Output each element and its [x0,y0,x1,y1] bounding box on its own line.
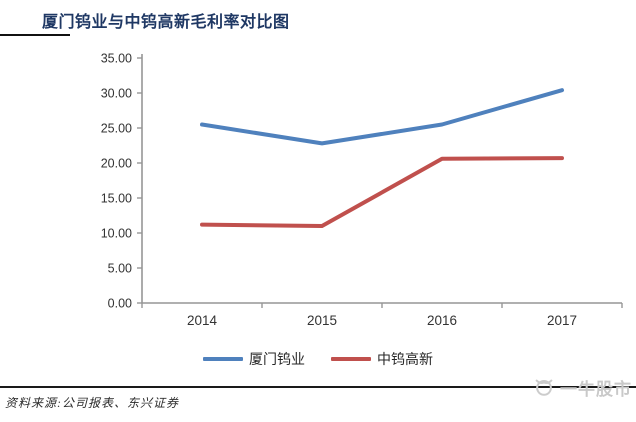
legend-label-1: 中钨高新 [377,351,433,367]
legend-swatch-0 [203,357,243,361]
y-tick-label: 15.00 [101,192,132,206]
watermark: 一牛股市 [533,374,632,400]
chart-title: 厦门钨业与中钨高新毛利率对比图 [42,14,290,31]
y-tick-label: 30.00 [101,87,132,101]
x-tick-label: 2016 [427,313,457,328]
series-line-1 [200,156,564,228]
watermark-text: 一牛股市 [560,379,632,399]
x-tick-label: 2014 [187,313,218,328]
legend-swatch-1 [331,357,371,361]
series-line-0 [200,88,564,146]
legend-item-1: 中钨高新 [331,349,433,369]
line-chart-plot: 0.00 5.00 10.00 15.00 20.00 25.00 30.00 35.00 20… [101,52,623,328]
chart-legend: 厦门钨业 中钨高新 [0,348,636,370]
legend-label-0: 厦门钨业 [249,351,305,367]
y-tick-label: 35.00 [101,52,132,66]
y-tick-label: 20.00 [101,157,132,171]
y-tick-label: 0.00 [108,297,132,311]
bull-logo-icon [535,379,553,396]
y-tick-label: 5.00 [108,262,132,276]
header-rule [0,34,70,36]
x-tick-label: 2015 [307,313,337,328]
source-note: 资料来源:公司报表、东兴证券 [5,396,179,410]
y-tick-label: 25.00 [101,122,132,136]
legend-item-0: 厦门钨业 [203,349,305,369]
footer-rule [0,386,636,388]
x-tick-label: 2017 [547,313,577,328]
y-tick-label: 10.00 [101,227,132,241]
